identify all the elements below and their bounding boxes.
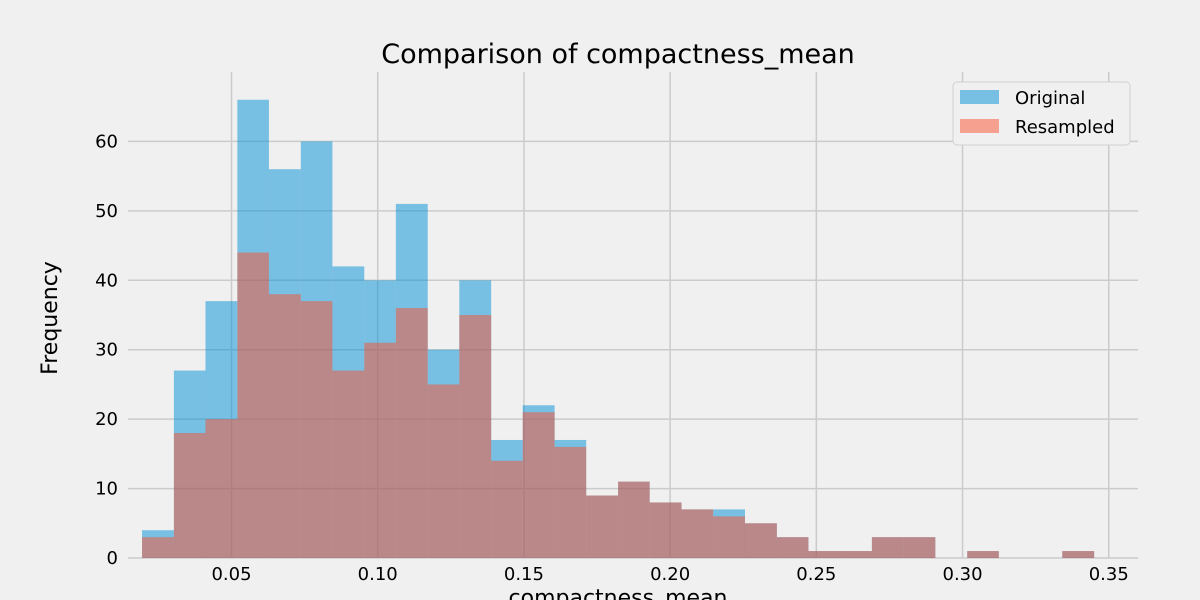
bar-resampled [586,495,619,558]
bar-resampled [142,537,174,558]
y-tick-label: 60 [95,131,118,152]
x-tick-label: 0.25 [796,564,836,585]
bar-resampled [554,446,587,558]
y-tick-label: 50 [95,201,118,222]
x-tick-label: 0.15 [504,564,544,585]
legend-label-original: Original [1015,88,1085,109]
bar-resampled [332,370,365,558]
chart-title: Comparison of compactness_mean [381,39,855,70]
bar-resampled [427,384,460,558]
legend: Original Resampled [952,81,1131,146]
bar-resampled [522,412,555,558]
bar-resampled [618,481,650,558]
legend-label-resampled: Resampled [1015,117,1115,138]
x-axis-label: compactness_mean [509,586,728,600]
bar-resampled [491,460,523,558]
x-tick-label: 0.10 [358,564,398,585]
bar-resampled [744,523,777,558]
bar-resampled [808,551,841,558]
y-tick-label: 30 [95,340,118,361]
y-tick-label: 20 [95,409,118,430]
legend-swatch-original [960,90,999,104]
bar-resampled [903,537,936,558]
y-tick-label: 10 [95,479,118,500]
bar-resampled [649,502,682,558]
bar-resampled [395,308,428,558]
bar-resampled [776,537,809,558]
y-tick-label: 0 [107,548,118,569]
y-axis-label: Frequency [38,261,63,375]
axis-ticks: 0.05 0.10 0.15 0.20 0.25 0.30 0.35 0 10 20 30 40 50 6… [95,131,1129,585]
bar-resampled [713,516,745,558]
bar-resampled [967,551,999,558]
x-tick-label: 0.35 [1089,564,1129,585]
bar-resampled [1062,551,1095,558]
histogram-bars [142,99,1095,559]
y-tick-label: 40 [95,270,118,291]
bar-resampled [173,433,206,558]
x-tick-label: 0.05 [211,564,251,585]
x-tick-label: 0.20 [650,564,690,585]
bar-resampled [871,537,904,558]
legend-swatch-resampled [960,119,999,133]
bar-resampled [840,551,872,558]
bar-resampled [300,301,333,558]
bar-resampled [364,342,396,558]
bar-resampled [268,294,301,558]
x-tick-label: 0.30 [943,564,983,585]
bar-resampled [459,315,492,558]
bar-resampled [205,419,238,558]
bar-resampled [237,252,269,558]
bar-resampled [681,509,714,558]
